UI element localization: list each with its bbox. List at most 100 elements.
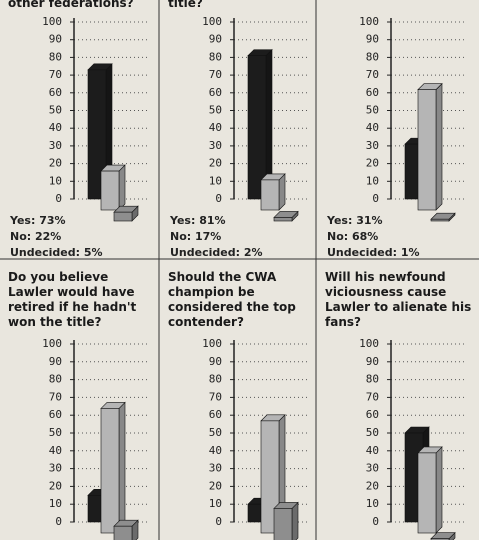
y-tick-label: 100 xyxy=(42,337,62,350)
y-tick-label: 0 xyxy=(55,515,62,528)
bar-side xyxy=(435,82,443,211)
bar-side xyxy=(435,446,443,534)
y-tick-label: 100 xyxy=(359,15,379,28)
value-label: No: 22% xyxy=(10,230,61,243)
y-tick-label: 50 xyxy=(49,426,62,439)
value-label: Yes: 81% xyxy=(169,214,226,227)
y-tick-label: 90 xyxy=(209,355,222,368)
y-tick-label: 10 xyxy=(366,174,379,187)
y-tick-label: 10 xyxy=(209,174,222,187)
chart-title: title? xyxy=(168,0,203,10)
bar xyxy=(113,525,133,540)
y-tick-label: 40 xyxy=(366,444,379,457)
y-tick-label: 10 xyxy=(366,497,379,510)
y-tick-label: 80 xyxy=(209,373,222,386)
y-tick-label: 0 xyxy=(215,515,222,528)
y-tick-label: 20 xyxy=(366,157,379,170)
y-tick-label: 70 xyxy=(366,390,379,403)
bar xyxy=(100,408,120,534)
value-label: Undecided: 5% xyxy=(10,246,103,259)
y-tick-label: 80 xyxy=(49,50,62,63)
value-label: Yes: 31% xyxy=(326,214,383,227)
y-tick-label: 40 xyxy=(366,121,379,134)
y-tick-label: 50 xyxy=(366,426,379,439)
y-tick-label: 0 xyxy=(372,192,379,205)
y-tick-label: 30 xyxy=(49,139,62,152)
y-tick-label: 10 xyxy=(49,174,62,187)
y-tick-label: 40 xyxy=(209,444,222,457)
y-tick-label: 30 xyxy=(209,139,222,152)
y-tick-label: 60 xyxy=(49,86,62,99)
bar xyxy=(417,452,437,534)
y-tick-label: 90 xyxy=(209,33,222,46)
bar xyxy=(273,217,293,222)
y-tick-label: 100 xyxy=(202,15,222,28)
y-tick-label: 20 xyxy=(209,479,222,492)
bar xyxy=(430,218,450,222)
bar xyxy=(273,508,293,540)
chart-title: Will his newfound viciousness cause Lawl… xyxy=(325,270,472,329)
bar xyxy=(260,179,280,211)
y-tick-label: 50 xyxy=(209,104,222,117)
y-tick-label: 20 xyxy=(49,157,62,170)
y-tick-label: 40 xyxy=(209,121,222,134)
y-tick-label: 80 xyxy=(209,50,222,63)
y-tick-label: 60 xyxy=(209,408,222,421)
bar-side xyxy=(118,401,126,534)
y-tick-label: 90 xyxy=(366,355,379,368)
bar xyxy=(87,69,107,200)
y-tick-label: 90 xyxy=(49,33,62,46)
y-tick-label: 100 xyxy=(42,15,62,28)
y-tick-label: 80 xyxy=(366,50,379,63)
bar xyxy=(417,89,437,211)
y-tick-label: 70 xyxy=(209,68,222,81)
chart-title: Do you believe Lawler would have retired… xyxy=(8,270,137,329)
y-tick-label: 30 xyxy=(366,462,379,475)
y-tick-label: 70 xyxy=(49,68,62,81)
value-label: No: 17% xyxy=(170,230,221,243)
y-tick-label: 20 xyxy=(209,157,222,170)
y-tick-label: 70 xyxy=(49,390,62,403)
chart-title: other federations? xyxy=(8,0,134,10)
y-tick-label: 30 xyxy=(49,462,62,475)
y-tick-label: 30 xyxy=(209,462,222,475)
y-tick-label: 0 xyxy=(55,192,62,205)
value-label: Yes: 73% xyxy=(9,214,66,227)
y-tick-label: 20 xyxy=(49,479,62,492)
y-tick-label: 60 xyxy=(366,86,379,99)
value-label: Undecided: 2% xyxy=(170,246,263,259)
value-label: No: 68% xyxy=(327,230,378,243)
y-tick-label: 20 xyxy=(366,479,379,492)
y-tick-label: 10 xyxy=(209,497,222,510)
y-tick-label: 90 xyxy=(49,355,62,368)
chart-title: Should the CWA champion be considered th… xyxy=(168,270,296,329)
bar xyxy=(247,55,267,200)
bar-side xyxy=(118,164,126,211)
y-tick-label: 60 xyxy=(209,86,222,99)
bar xyxy=(100,170,120,211)
bar xyxy=(113,211,133,222)
bar-side xyxy=(291,501,299,540)
y-tick-label: 80 xyxy=(366,373,379,386)
y-tick-label: 100 xyxy=(359,337,379,350)
y-tick-label: 50 xyxy=(49,104,62,117)
y-tick-label: 80 xyxy=(49,373,62,386)
bar xyxy=(260,420,280,534)
value-label: Undecided: 1% xyxy=(327,246,420,259)
y-tick-label: 0 xyxy=(372,515,379,528)
y-tick-label: 90 xyxy=(366,33,379,46)
y-tick-label: 60 xyxy=(366,408,379,421)
y-tick-label: 100 xyxy=(202,337,222,350)
bar xyxy=(430,538,450,540)
y-tick-label: 30 xyxy=(366,139,379,152)
y-tick-label: 50 xyxy=(209,426,222,439)
y-tick-label: 0 xyxy=(215,192,222,205)
y-tick-label: 10 xyxy=(49,497,62,510)
y-tick-label: 50 xyxy=(366,104,379,117)
y-tick-label: 60 xyxy=(49,408,62,421)
y-tick-label: 70 xyxy=(366,68,379,81)
y-tick-label: 40 xyxy=(49,121,62,134)
y-tick-label: 70 xyxy=(209,390,222,403)
